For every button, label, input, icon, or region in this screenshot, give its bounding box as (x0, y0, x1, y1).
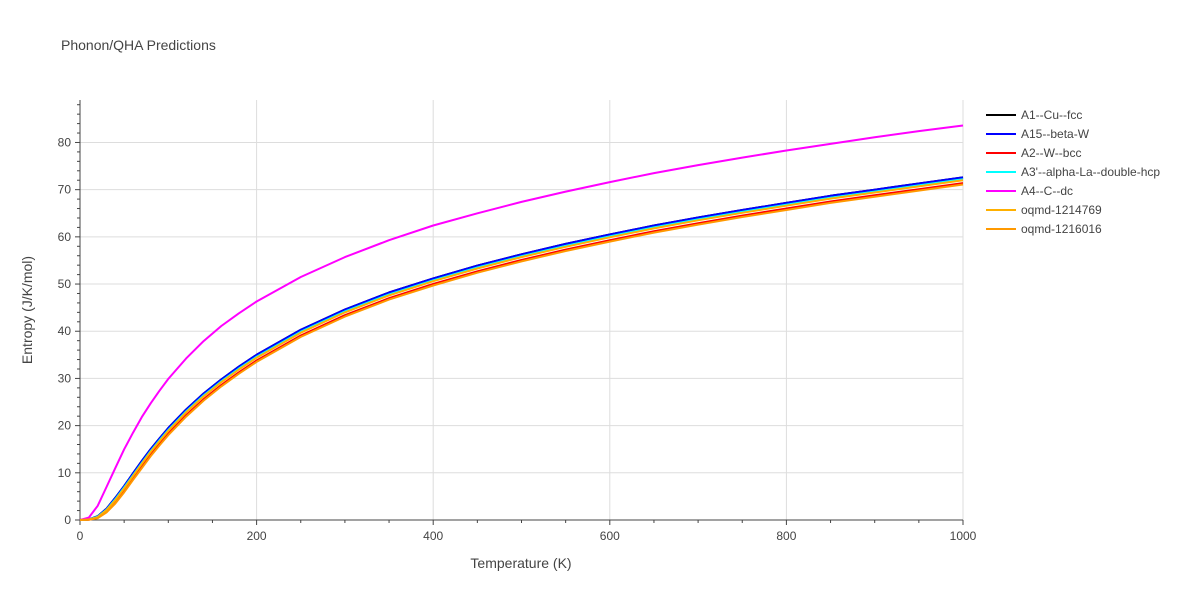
x-tick-label: 600 (600, 529, 620, 543)
y-tick-label: 60 (58, 230, 72, 244)
series-line (79, 183, 964, 521)
legend-label: oqmd-1214769 (1021, 203, 1102, 217)
x-tick-label: 800 (776, 529, 796, 543)
y-tick-label: 20 (58, 419, 72, 433)
legend-label: A2--W--bcc (1021, 146, 1081, 160)
series-line (79, 176, 964, 521)
x-tick-label: 200 (247, 529, 267, 543)
y-tick-label: 80 (58, 135, 72, 149)
legend-item[interactable]: oqmd-1214769 (986, 203, 1102, 217)
legend-label: A15--beta-W (1021, 127, 1090, 141)
legend-label: A4--C--dc (1021, 184, 1073, 198)
legend-item[interactable]: A1--Cu--fcc (986, 108, 1082, 122)
series-line (79, 179, 964, 521)
chart-title: Phonon/QHA Predictions (61, 37, 216, 53)
y-axis-title: Entropy (J/K/mol) (19, 256, 35, 364)
series-line (79, 124, 964, 521)
y-tick-label: 0 (64, 513, 71, 527)
legend-label: oqmd-1216016 (1021, 222, 1102, 236)
legend-item[interactable]: A4--C--dc (986, 184, 1073, 198)
legend-item[interactable]: A3'--alpha-La--double-hcp (986, 165, 1160, 179)
series-line (79, 176, 964, 521)
series-line (79, 178, 964, 521)
legend-item[interactable]: A2--W--bcc (986, 146, 1081, 160)
series-lines (79, 124, 964, 521)
x-tick-label: 0 (77, 529, 84, 543)
x-tick-label: 400 (423, 529, 443, 543)
x-axis-title: Temperature (K) (470, 555, 571, 571)
y-tick-label: 50 (58, 277, 72, 291)
x-tick-label: 1000 (950, 529, 977, 543)
y-tick-label: 10 (58, 466, 72, 480)
y-tick-label: 40 (58, 324, 72, 338)
legend-label: A1--Cu--fcc (1021, 108, 1082, 122)
legend-item[interactable]: A15--beta-W (986, 127, 1090, 141)
y-tick-label: 30 (58, 371, 72, 385)
grid (80, 100, 964, 520)
y-tick-label: 70 (58, 183, 72, 197)
series-line (79, 182, 964, 521)
legend-item[interactable]: oqmd-1216016 (986, 222, 1102, 236)
axes: 0 200 400 600 800 1000 0 10 20 30 40 50 60 70 80 (58, 100, 977, 543)
legend-label: A3'--alpha-La--double-hcp (1021, 165, 1160, 179)
legend[interactable]: A1--Cu--fcc A15--beta-W A2--W--bcc A3'--alp… (986, 108, 1160, 236)
